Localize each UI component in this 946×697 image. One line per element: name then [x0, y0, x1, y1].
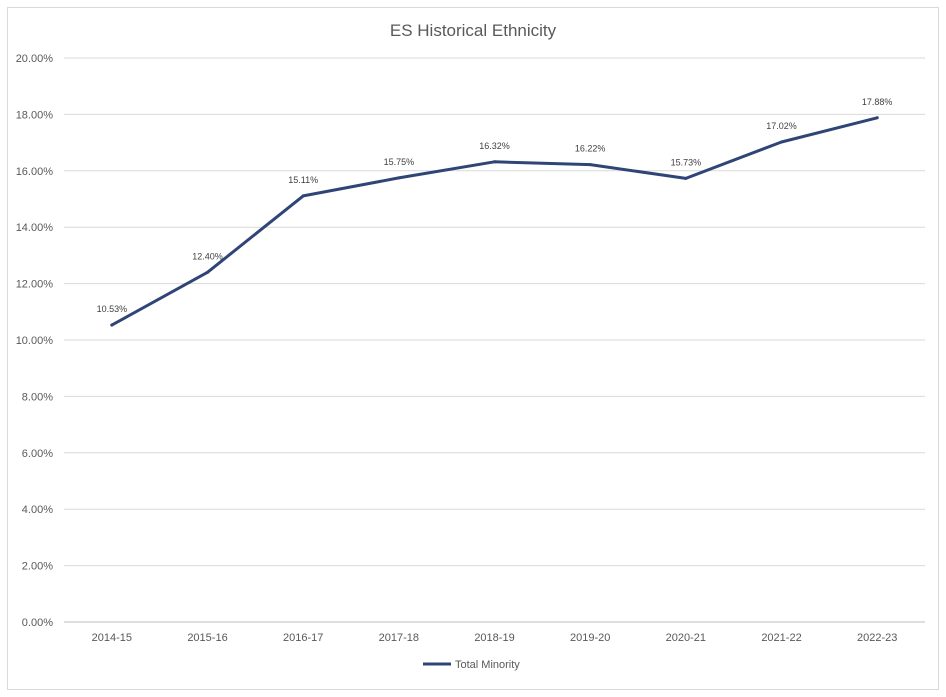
x-tick-label: 2017-18	[379, 632, 419, 644]
data-label: 17.02%	[766, 121, 797, 131]
x-tick-label: 2019-20	[570, 632, 610, 644]
data-label: 15.75%	[384, 157, 415, 167]
x-tick-label: 2020-21	[666, 632, 706, 644]
data-point	[110, 323, 114, 327]
data-label: 15.11%	[288, 175, 318, 185]
y-tick-label: 2.00%	[22, 561, 53, 573]
chart-border	[7, 7, 939, 690]
y-tick-label: 16.00%	[16, 166, 54, 178]
y-tick-label: 14.00%	[16, 222, 54, 234]
y-tick-label: 8.00%	[22, 391, 53, 403]
x-tick-label: 2021-22	[761, 632, 801, 644]
data-label: 12.40%	[192, 251, 223, 261]
data-label: 16.22%	[575, 144, 606, 154]
y-tick-label: 18.00%	[16, 109, 54, 121]
legend: Total Minority	[423, 659, 520, 671]
data-point	[493, 160, 496, 164]
data-point	[206, 270, 209, 274]
x-tick-label: 2016-17	[283, 632, 323, 644]
y-tick-label: 4.00%	[22, 504, 53, 516]
y-tick-label: 6.00%	[22, 448, 53, 460]
data-point	[301, 194, 305, 198]
x-tick-label: 2018-19	[474, 632, 514, 644]
data-point	[780, 140, 783, 144]
legend-entry-total-minority: Total Minority	[455, 659, 520, 671]
y-tick-label: 0.00%	[22, 617, 53, 629]
data-label: 17.88%	[862, 97, 893, 107]
y-axis-ticks: 0.00% 2.00% 4.00% 6.00% 8.00% 10.00% 12.00% 14.…	[16, 53, 54, 629]
data-labels: 10.53% 12.40% 15.11% 15.75% 16.32% 16.22% 15.7…	[97, 97, 893, 314]
x-tick-label: 2014-15	[92, 632, 132, 644]
x-axis-ticks: 2014-15 2015-16 2016-17 2017-18 2018-19 2019-…	[92, 632, 898, 644]
data-point	[397, 176, 401, 180]
x-tick-label: 2015-16	[187, 632, 227, 644]
data-point	[588, 163, 592, 167]
data-point	[875, 116, 879, 120]
data-label: 15.73%	[671, 157, 702, 167]
y-tick-label: 12.00%	[16, 279, 54, 291]
chart-title: ES Historical Ethnicity	[390, 21, 557, 40]
gridlines	[64, 57, 925, 623]
x-tick-label: 2022-23	[857, 632, 897, 644]
data-point	[684, 176, 688, 180]
data-label: 10.53%	[97, 304, 128, 314]
series-layer	[110, 116, 879, 327]
data-label: 16.32%	[479, 141, 510, 151]
y-tick-label: 10.00%	[16, 335, 54, 347]
y-tick-label: 20.00%	[16, 53, 54, 65]
